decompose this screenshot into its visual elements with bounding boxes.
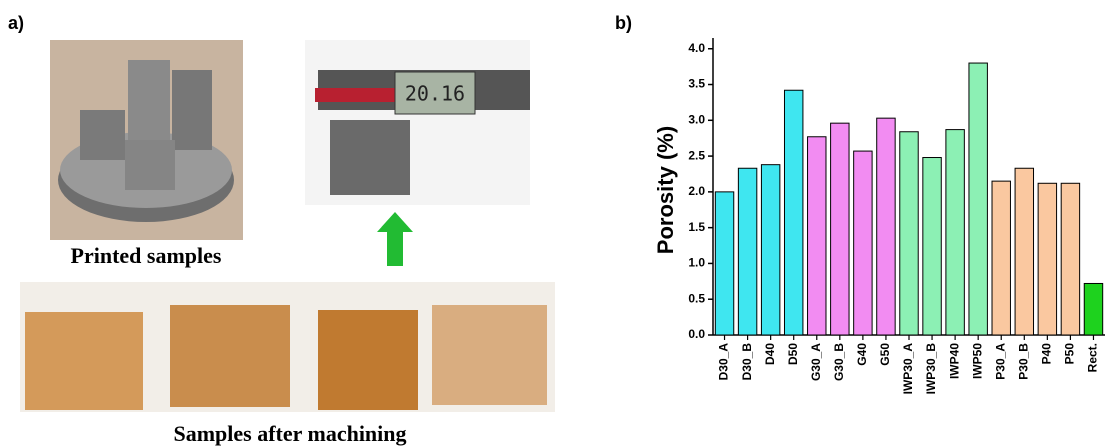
- x-tick-label: P30_B: [1016, 343, 1030, 380]
- x-tick-label: D30_A: [717, 343, 731, 381]
- x-tick-label: P50: [1063, 343, 1077, 365]
- bar: [784, 90, 802, 335]
- x-tick-label: G50: [878, 343, 892, 366]
- arrow: [377, 212, 413, 266]
- bar: [946, 130, 964, 335]
- bar: [1015, 168, 1033, 335]
- caption: Samples after machining: [173, 421, 406, 446]
- y-tick-label: 3.0: [688, 112, 705, 126]
- y-tick-label: 2.5: [688, 148, 705, 162]
- bar: [808, 137, 826, 335]
- bar: [854, 151, 872, 335]
- y-tick-label: 0.5: [688, 291, 705, 305]
- y-tick-label: 0.0: [688, 327, 705, 341]
- x-tick-label: IWP40: [947, 343, 961, 379]
- bar: [715, 192, 733, 335]
- bar: [877, 118, 895, 335]
- bar: [900, 132, 918, 335]
- caliper-reading: 20.16: [405, 82, 465, 106]
- y-tick-label: 2.0: [688, 184, 705, 198]
- chart: 0.0 0.5 1.0 1.5 2.0 2.5 3.0 3.5 4.0 D30_A D30_B D40…: [688, 38, 1105, 394]
- bar: [1038, 183, 1056, 335]
- y-tick-label: 1.0: [688, 256, 705, 270]
- photo-caliper: [305, 40, 530, 205]
- x-tick-label: Rect.: [1086, 343, 1100, 372]
- x-tick-label: G30_A: [809, 343, 823, 381]
- x-tick-label: P30_A: [993, 343, 1007, 380]
- bar: [738, 168, 756, 335]
- x-tick-label: IWP50: [970, 343, 984, 379]
- panel-label: a): [8, 13, 24, 33]
- bar: [1084, 283, 1102, 335]
- bar: [992, 181, 1010, 335]
- caption: Printed samples: [71, 243, 222, 268]
- x-tick-label: G40: [855, 343, 869, 366]
- y-tick-label: 3.5: [688, 77, 705, 91]
- x-tick-label: D30_B: [740, 343, 754, 381]
- x-tick-label: IWP30_B: [924, 343, 938, 395]
- x-tick-label: P40: [1040, 343, 1054, 365]
- bar: [831, 123, 849, 335]
- figure: a) Printed samples 20.16 Samples after m…: [0, 0, 1113, 448]
- x-tick-label: G30_B: [832, 343, 846, 381]
- panel-label: b): [615, 13, 632, 33]
- photo-printed: [50, 40, 243, 240]
- photo-machined: [20, 282, 555, 412]
- bar: [761, 165, 779, 335]
- x-tick-label: IWP30_A: [901, 343, 915, 395]
- y-tick-label: 1.5: [688, 220, 705, 234]
- bar: [1061, 183, 1079, 335]
- y-axis-label: Porosity (%): [653, 126, 678, 254]
- y-tick-label: 4.0: [688, 41, 705, 55]
- x-tick-label: D40: [763, 343, 777, 365]
- bar: [969, 63, 987, 335]
- x-tick-label: D50: [786, 343, 800, 365]
- bar: [923, 158, 941, 335]
